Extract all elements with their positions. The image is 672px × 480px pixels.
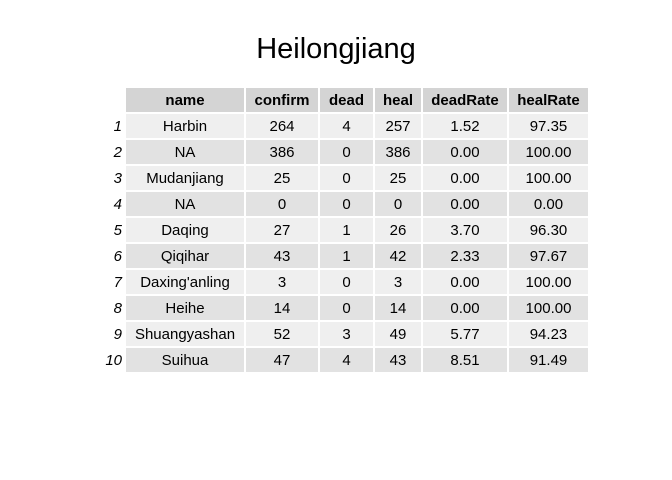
column-header-heal: heal xyxy=(375,88,421,112)
cell-heal: 14 xyxy=(375,296,421,320)
cell-deadrate: 1.52 xyxy=(423,114,507,138)
cell-confirm: 264 xyxy=(246,114,318,138)
cell-confirm: 27 xyxy=(246,218,318,242)
cell-dead: 4 xyxy=(320,114,373,138)
table-row: 3 Mudanjiang 25 0 25 0.00 100.00 xyxy=(100,166,588,190)
row-index: 1 xyxy=(113,117,122,135)
cell-dead: 1 xyxy=(320,218,373,242)
row-index: 2 xyxy=(113,143,122,161)
cell-healrate: 100.00 xyxy=(509,166,588,190)
cell-dead: 0 xyxy=(320,166,373,190)
cell-deadrate: 3.70 xyxy=(423,218,507,242)
cell-dead: 0 xyxy=(320,296,373,320)
cell-name: Harbin xyxy=(126,114,244,138)
column-header-healrate: healRate xyxy=(509,88,588,112)
cell-healrate: 91.49 xyxy=(509,348,588,372)
cell-healrate: 100.00 xyxy=(509,140,588,164)
cell-confirm: 43 xyxy=(246,244,318,268)
row-index: 8 xyxy=(113,299,122,317)
cell-heal: 43 xyxy=(375,348,421,372)
cell-confirm: 25 xyxy=(246,166,318,190)
cell-deadrate: 0.00 xyxy=(423,192,507,216)
cell-confirm: 386 xyxy=(246,140,318,164)
row-index: 9 xyxy=(113,325,122,343)
table-row: 4 NA 0 0 0 0.00 0.00 xyxy=(100,192,588,216)
table-row: 7 Daxing'anling 3 0 3 0.00 100.00 xyxy=(100,270,588,294)
cell-name: Daxing'anling xyxy=(126,270,244,294)
cell-heal: 3 xyxy=(375,270,421,294)
cell-healrate: 94.23 xyxy=(509,322,588,346)
cell-healrate: 97.67 xyxy=(509,244,588,268)
column-header-name: name xyxy=(126,88,244,112)
cell-deadrate: 5.77 xyxy=(423,322,507,346)
row-index: 3 xyxy=(113,169,122,187)
row-index: 10 xyxy=(105,351,122,369)
cell-heal: 42 xyxy=(375,244,421,268)
cell-deadrate: 0.00 xyxy=(423,270,507,294)
column-header-confirm: confirm xyxy=(246,88,318,112)
cell-name: Shuangyashan xyxy=(126,322,244,346)
cell-deadrate: 0.00 xyxy=(423,140,507,164)
cell-dead: 4 xyxy=(320,348,373,372)
cell-dead: 0 xyxy=(320,140,373,164)
cell-name: Suihua xyxy=(126,348,244,372)
row-index: 5 xyxy=(113,221,122,239)
cell-healrate: 96.30 xyxy=(509,218,588,242)
cell-confirm: 3 xyxy=(246,270,318,294)
cell-confirm: 14 xyxy=(246,296,318,320)
cell-heal: 49 xyxy=(375,322,421,346)
cell-deadrate: 0.00 xyxy=(423,166,507,190)
cell-name: NA xyxy=(126,140,244,164)
table-row: 9 Shuangyashan 52 3 49 5.77 94.23 xyxy=(100,322,588,346)
cell-confirm: 52 xyxy=(246,322,318,346)
row-index: 6 xyxy=(113,247,122,265)
cell-deadrate: 0.00 xyxy=(423,296,507,320)
row-index: 7 xyxy=(113,273,122,291)
cell-dead: 3 xyxy=(320,322,373,346)
cell-name: Qiqihar xyxy=(126,244,244,268)
chart-title: Heilongjiang xyxy=(256,33,416,65)
cell-heal: 386 xyxy=(375,140,421,164)
cell-name: NA xyxy=(126,192,244,216)
cell-healrate: 100.00 xyxy=(509,296,588,320)
data-table: name confirm dead heal deadRate healRate… xyxy=(98,86,590,374)
cell-dead: 1 xyxy=(320,244,373,268)
cell-heal: 25 xyxy=(375,166,421,190)
row-index: 4 xyxy=(113,195,122,213)
cell-name: Mudanjiang xyxy=(126,166,244,190)
cell-healrate: 97.35 xyxy=(509,114,588,138)
table-body: 1 Harbin 264 4 257 1.52 97.35 2 NA 386 0 386 0.00 100… xyxy=(100,114,588,372)
table-row: 6 Qiqihar 43 1 42 2.33 97.67 xyxy=(100,244,588,268)
table-row: 5 Daqing 27 1 26 3.70 96.30 xyxy=(100,218,588,242)
cell-dead: 0 xyxy=(320,270,373,294)
table-row: 8 Heihe 14 0 14 0.00 100.00 xyxy=(100,296,588,320)
cell-confirm: 47 xyxy=(246,348,318,372)
cell-heal: 257 xyxy=(375,114,421,138)
table-row: 2 NA 386 0 386 0.00 100.00 xyxy=(100,140,588,164)
cell-confirm: 0 xyxy=(246,192,318,216)
cell-dead: 0 xyxy=(320,192,373,216)
table-row: 10 Suihua 47 4 43 8.51 91.49 xyxy=(100,348,588,372)
cell-name: Daqing xyxy=(126,218,244,242)
column-header-deadrate: deadRate xyxy=(423,88,507,112)
header-row: name confirm dead heal deadRate healRate xyxy=(100,88,588,112)
cell-heal: 0 xyxy=(375,192,421,216)
table-row: 1 Harbin 264 4 257 1.52 97.35 xyxy=(100,114,588,138)
cell-healrate: 100.00 xyxy=(509,270,588,294)
cell-deadrate: 2.33 xyxy=(423,244,507,268)
cell-name: Heihe xyxy=(126,296,244,320)
cell-healrate: 0.00 xyxy=(509,192,588,216)
corner-cell xyxy=(100,88,124,112)
cell-deadrate: 8.51 xyxy=(423,348,507,372)
cell-heal: 26 xyxy=(375,218,421,242)
column-header-dead: dead xyxy=(320,88,373,112)
